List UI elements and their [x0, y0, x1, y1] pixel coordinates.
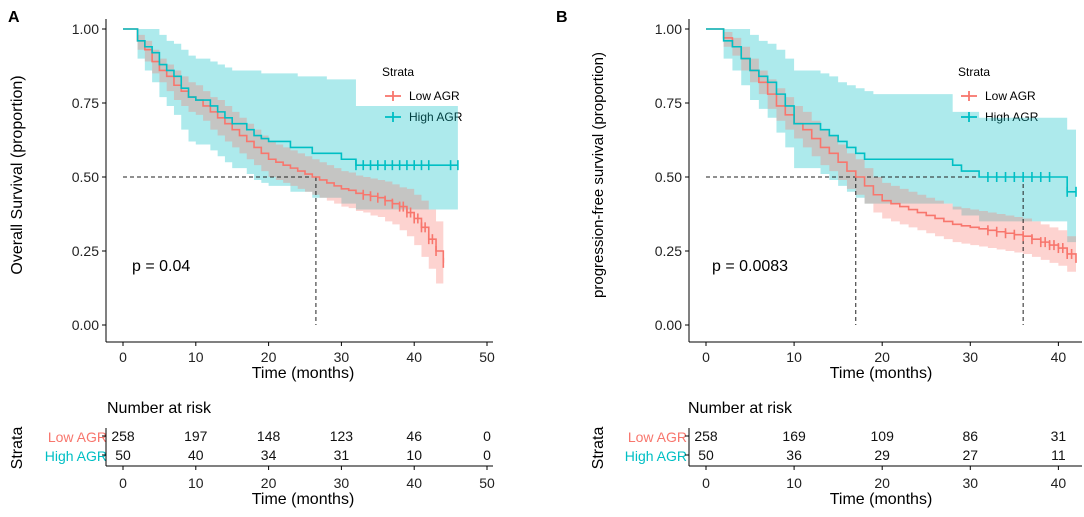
legend-item-low: Low AGR — [985, 89, 1036, 103]
x-axis-label: Time (months) — [830, 365, 933, 382]
risk-strata-high: High AGR — [45, 448, 107, 464]
risk-x-tick-label: 0 — [119, 475, 127, 491]
x-tick-label: 30 — [334, 349, 350, 365]
y-tick-label: 1.00 — [655, 21, 682, 37]
risk-count: 169 — [782, 428, 806, 444]
risk-count: 40 — [188, 447, 204, 463]
risk-count: 31 — [1051, 428, 1067, 444]
risk-strata-low: Low AGR — [48, 429, 107, 445]
risk-x-tick-label: 40 — [1051, 475, 1067, 491]
y-tick-label: 0.00 — [655, 317, 682, 333]
legend-item-high: High AGR — [985, 110, 1039, 124]
ci-band-high — [706, 29, 1076, 243]
y-axis-label: Overall Survival (proportion) — [9, 75, 26, 274]
risk-count: 123 — [330, 428, 354, 444]
panel-b: B progression-free survival (proportion)… — [556, 9, 1082, 508]
x-tick-label: 0 — [702, 349, 710, 365]
risk-count: 29 — [874, 447, 890, 463]
risk-strata-label: Strata — [590, 427, 607, 470]
risk-strata-label: Strata — [9, 427, 26, 470]
risk-count: 46 — [406, 428, 422, 444]
p-value: p = 0.04 — [132, 258, 190, 275]
risk-count: 27 — [962, 447, 978, 463]
risk-table-title: Number at risk — [688, 400, 793, 417]
y-tick-label: 0.75 — [655, 95, 682, 111]
survival-line-high — [706, 28, 1076, 193]
legend: Strata Low AGR High AGR — [958, 65, 1039, 124]
y-tick-label: 0.50 — [655, 169, 682, 185]
risk-count: 11 — [1051, 447, 1066, 463]
x-tick-label: 0 — [119, 349, 127, 365]
x-tick-label: 50 — [479, 349, 495, 365]
risk-count: 258 — [694, 428, 718, 444]
y-tick-label: 1.00 — [72, 21, 99, 37]
risk-count: 50 — [698, 447, 714, 463]
risk-x-tick-label: 10 — [188, 475, 204, 491]
legend-item-high: High AGR — [409, 110, 463, 124]
legend-title: Strata — [382, 65, 414, 79]
risk-count: 109 — [871, 428, 895, 444]
ci-band-low — [706, 29, 1076, 281]
risk-count: 36 — [786, 447, 802, 463]
panel-a: A Overall Survival (proportion) Time (mo… — [8, 9, 495, 508]
risk-count: 50 — [115, 447, 131, 463]
risk-count: 148 — [257, 428, 281, 444]
risk-count: 31 — [334, 447, 350, 463]
y-tick-label: 0.25 — [72, 243, 99, 259]
risk-x-axis-label: Time (months) — [830, 491, 933, 508]
panel-label: A — [8, 9, 20, 26]
x-tick-label: 40 — [1051, 349, 1067, 365]
x-tick-label: 10 — [188, 349, 204, 365]
legend-title: Strata — [958, 65, 990, 79]
x-tick-label: 20 — [261, 349, 277, 365]
y-tick-label: 0.00 — [72, 317, 99, 333]
x-tick-label: 10 — [786, 349, 802, 365]
p-value: p = 0.0083 — [712, 258, 788, 275]
risk-x-tick-label: 30 — [962, 475, 978, 491]
risk-count: 0 — [483, 447, 491, 463]
y-tick-label: 0.50 — [72, 169, 99, 185]
panel-label: B — [556, 9, 568, 26]
x-tick-label: 20 — [874, 349, 890, 365]
y-tick-label: 0.75 — [72, 95, 99, 111]
risk-count: 258 — [111, 428, 135, 444]
survival-line-low — [706, 28, 1077, 263]
risk-table-title: Number at risk — [107, 400, 212, 417]
risk-count: 0 — [483, 428, 491, 444]
y-tick-label: 0.25 — [655, 243, 682, 259]
risk-x-axis-label: Time (months) — [252, 491, 355, 508]
risk-x-tick-label: 10 — [786, 475, 802, 491]
x-tick-label: 30 — [962, 349, 978, 365]
risk-count: 10 — [406, 447, 422, 463]
legend-item-low: Low AGR — [409, 89, 460, 103]
risk-x-tick-label: 30 — [334, 475, 350, 491]
y-axis-label: progression-free survival (proportion) — [590, 52, 607, 298]
risk-x-tick-label: 20 — [874, 475, 890, 491]
risk-count: 197 — [184, 428, 208, 444]
survival-line-high — [123, 28, 458, 166]
x-tick-label: 40 — [406, 349, 422, 365]
risk-x-tick-label: 0 — [702, 475, 710, 491]
risk-count: 86 — [962, 428, 978, 444]
risk-strata-high: High AGR — [625, 448, 687, 464]
legend: Strata Low AGR High AGR — [382, 65, 463, 124]
x-axis-label: Time (months) — [252, 365, 355, 382]
risk-x-tick-label: 40 — [406, 475, 422, 491]
risk-strata-low: Low AGR — [628, 429, 687, 445]
risk-x-tick-label: 50 — [479, 475, 495, 491]
risk-count: 34 — [261, 447, 277, 463]
risk-x-tick-label: 20 — [261, 475, 277, 491]
